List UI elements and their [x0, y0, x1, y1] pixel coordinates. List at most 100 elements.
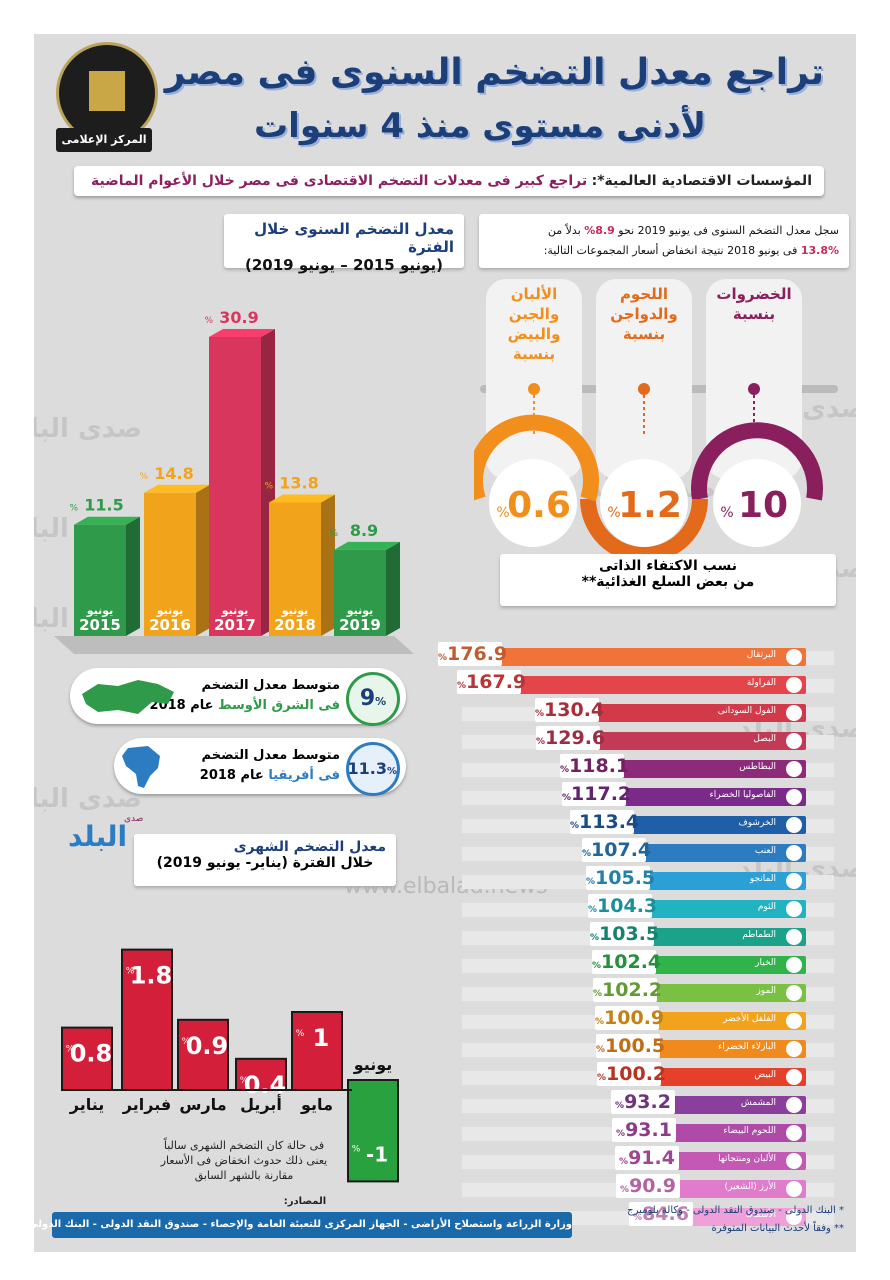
group-value-circle — [713, 459, 801, 547]
food-number: 176.9 — [447, 643, 508, 665]
food-unit: % — [593, 989, 603, 999]
africa-unit: % — [386, 766, 397, 777]
food-value: %100.9 — [595, 1006, 664, 1030]
annual-inflation-header: معدل التضخم السنوى خلال الفترة (يونيو 20… — [224, 214, 464, 274]
group-label: بنسبة — [733, 305, 775, 323]
food-value: %113.4 — [570, 810, 639, 834]
food-icon — [786, 901, 802, 917]
food-value: %176.9 — [438, 642, 507, 666]
annual-inflation-chart: 11.5%يونيو201514.8%يونيو201630.9%يونيو20… — [54, 308, 414, 654]
food-title-box: نسب الاكتفاء الذاتى من بعض السلع الغذائي… — [500, 554, 836, 606]
subtitle-text: تراجع كبير فى معدلات التضخم الاقتصادى فى… — [91, 173, 588, 189]
annual-year-label: 2015 — [79, 616, 121, 634]
group-label: الألبان — [511, 285, 558, 303]
food-icon — [786, 845, 802, 861]
food-number: 103.5 — [599, 923, 660, 945]
sources-bar: وزارة الزراعة واستصلاح الأراضى - الجهاز … — [34, 1212, 572, 1238]
food-unit: % — [535, 709, 545, 719]
food-label: البصل — [753, 734, 776, 744]
food-bar: البصل %129.6 — [536, 726, 806, 750]
annual-value-label: 14.8 — [154, 464, 193, 483]
food-number: 100.5 — [605, 1035, 666, 1057]
monthly-value-label: 1.8 — [130, 962, 173, 990]
food-icon — [786, 761, 802, 777]
food-label: الطماطم — [742, 930, 776, 940]
food-bar: الأسماك %84.6 — [629, 1202, 806, 1226]
monthly-value-label: 0.4 — [244, 1071, 287, 1099]
footnote-2: ** وفقاً لأحدث البيانات المتوفرة — [711, 1223, 844, 1234]
seal-label: المركز الإعلامى — [56, 128, 152, 152]
food-unit: % — [570, 821, 580, 831]
food-number: 105.5 — [595, 867, 656, 889]
infographic-poster: صدى البلد صدى البلد صدى البلد صدى البلد … — [34, 34, 856, 1252]
monthly-inflation-chart: 0.8% يناير 1.8% فبراير 0.9% مارس 0.4% أبريل 1% ما… — [61, 948, 399, 1183]
food-number: 93.1 — [625, 1119, 672, 1141]
bar-top — [74, 516, 140, 525]
page-title-line2: لأدنى مستوى منذ 4 سنوات — [254, 106, 706, 146]
group-unit: % — [496, 505, 509, 521]
food-value: %100.5 — [596, 1034, 665, 1058]
june-note-line2: 13.8% فى يونيو 2018 نتيجة انخفاض أسعار ا… — [489, 241, 839, 261]
group-label: الخضروات — [716, 285, 791, 303]
food-bar: البرتقال %176.9 — [438, 642, 806, 666]
food-label: الأرز (الشعير) — [724, 1182, 776, 1192]
food-unit: % — [582, 849, 592, 859]
africa-value-circle: 11.3% — [346, 742, 400, 796]
food-unit: % — [588, 905, 598, 915]
food-label: الفول السودانى — [717, 706, 776, 716]
middle-east-average: 9% متوسط معدل التضخم فى الشرق الأوسط عام… — [70, 668, 406, 726]
food-unit: % — [438, 653, 448, 663]
food-value: %93.2 — [611, 1090, 675, 1114]
food-label: الألبان ومنتجاتها — [718, 1154, 776, 1164]
annual-unit-label: % — [139, 472, 148, 482]
food-value: %107.4 — [582, 838, 651, 862]
food-bar: اللحوم البيضاء %93.1 — [612, 1118, 806, 1142]
food-bar: الخيار %102.4 — [592, 950, 806, 974]
monthly-bar — [61, 1026, 113, 1092]
price-groups-section: الخضروات بنسبة اللحوم والدواجن بنسبة الألبان و… — [467, 279, 856, 563]
bar-top — [144, 484, 210, 493]
africa-region-line: فى أفريقيا عام 2018 — [200, 768, 340, 783]
food-unit: % — [562, 793, 572, 803]
annual-inflation-period: (يونيو 2015 – يونيو 2019) — [244, 256, 443, 274]
monthly-bar — [347, 1079, 399, 1183]
food-unit: % — [595, 1017, 605, 1027]
food-label: البرتقال — [746, 650, 776, 660]
africa-region: فى أفريقيا — [268, 768, 340, 783]
food-label: المشمش — [740, 1098, 776, 1108]
food-label: الأسماك — [745, 1210, 776, 1220]
food-icon — [786, 1209, 802, 1225]
monthly-bar — [235, 1057, 287, 1092]
monthly-category-label: فبراير — [122, 1095, 171, 1114]
food-unit: % — [620, 1185, 630, 1195]
bar-side — [321, 494, 335, 636]
elbalad-logo-small: صدى — [124, 814, 144, 824]
june-note-text-c: فى يونيو 2018 نتيجة انخفاض أسعار المجموع… — [543, 244, 801, 257]
monthly-bar — [291, 1011, 343, 1091]
monthly-unit-label: % — [66, 1045, 75, 1055]
food-unit: % — [586, 877, 596, 887]
food-icon — [786, 649, 802, 665]
june-note-text-b: بدلاً من — [547, 224, 585, 237]
group-value-circle — [489, 459, 577, 547]
elbalad-logo: صدى البلد — [68, 814, 158, 864]
food-unit: % — [596, 1045, 606, 1055]
annual-unit-label: % — [264, 481, 273, 491]
food-unit: % — [560, 765, 570, 775]
food-unit: % — [592, 961, 602, 971]
monthly-inflation-period: خلال الفترة (يناير- يونيو 2019) — [156, 855, 374, 871]
food-number: 118.1 — [569, 755, 630, 777]
curve-segment-vegetables — [691, 422, 823, 501]
group-label: بنسبة — [623, 325, 665, 343]
food-icon — [786, 985, 802, 1001]
food-value: %130.4 — [535, 698, 604, 722]
food-unit: % — [615, 1101, 625, 1111]
food-value: %91.4 — [615, 1146, 679, 1170]
food-label: الموز — [756, 986, 776, 996]
page-title-line1: تراجع معدل التضخم السنوى فى مصر — [164, 52, 824, 93]
food-label: البطاطس — [739, 762, 776, 772]
food-icon — [786, 1097, 802, 1113]
food-number: 102.4 — [601, 951, 662, 973]
food-label: الفراولة — [746, 678, 776, 688]
food-number: 91.4 — [628, 1147, 675, 1169]
